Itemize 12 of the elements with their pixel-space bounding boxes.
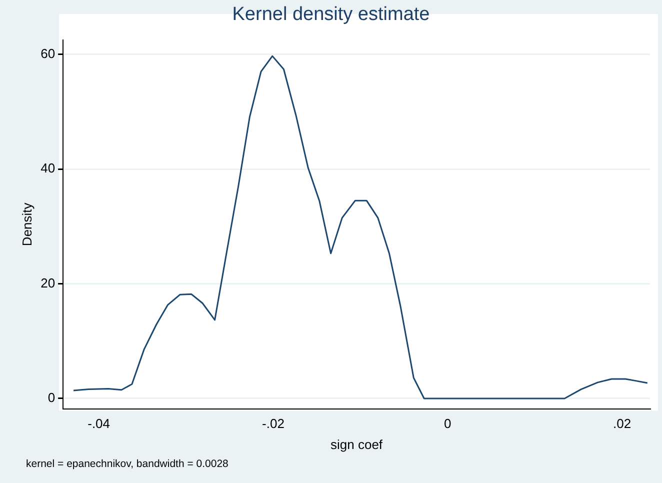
x-tick-label: -.02	[262, 416, 284, 432]
y-tick-label: 0	[48, 390, 56, 406]
x-axis-title: sign coef	[330, 436, 383, 452]
y-tick-label: 60	[40, 46, 56, 61]
x-tick-label: -.04	[88, 416, 110, 432]
text: kernel = epanechnikov, bandwidth = 0.0028	[26, 458, 228, 470]
x-tick-label: 0	[444, 416, 452, 432]
y-axis-title: Density	[19, 202, 34, 246]
y-tick-label: 20	[40, 275, 56, 290]
y-tick-label: 40	[40, 160, 56, 176]
x-tick-label: .02	[613, 416, 632, 432]
chart-title: Kernel density estimate	[231, 4, 431, 26]
